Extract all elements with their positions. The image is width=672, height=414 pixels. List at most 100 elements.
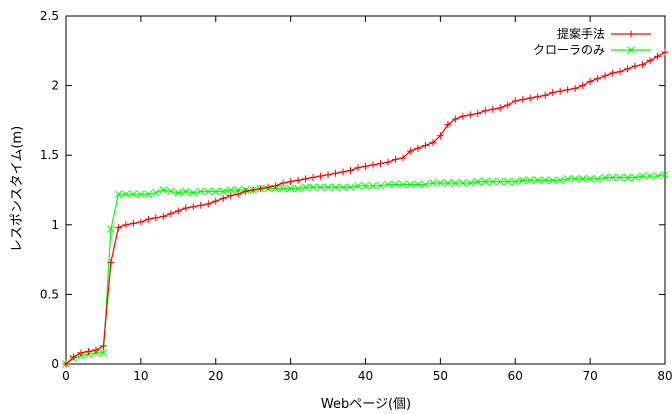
data-point xyxy=(249,186,257,194)
data-point xyxy=(511,177,520,186)
y-tick-label: 2 xyxy=(51,79,59,93)
data-point xyxy=(257,185,265,193)
data-point xyxy=(473,177,482,186)
data-point xyxy=(219,194,227,202)
data-point xyxy=(414,144,422,152)
data-point xyxy=(129,219,137,227)
y-tick-label: 0 xyxy=(51,357,59,371)
data-point xyxy=(429,139,437,147)
data-point xyxy=(399,154,407,162)
data-point xyxy=(503,177,512,186)
data-point xyxy=(623,173,632,182)
data-point xyxy=(586,77,594,85)
data-point xyxy=(279,184,287,193)
data-point xyxy=(384,180,392,189)
data-point xyxy=(608,173,617,182)
data-point xyxy=(287,178,295,186)
x-axis-ticks: 0 10 20 30 40 50 60 70 80 xyxy=(62,16,672,383)
data-point xyxy=(69,353,77,361)
data-point xyxy=(481,107,489,115)
data-point xyxy=(324,171,332,179)
data-point xyxy=(496,177,505,186)
data-point xyxy=(406,147,414,155)
data-point xyxy=(474,109,482,117)
data-point xyxy=(451,179,460,187)
data-point xyxy=(279,179,287,187)
data-point xyxy=(504,101,512,109)
data-point xyxy=(646,172,654,180)
data-point xyxy=(212,197,220,205)
y-tick-label: 0.5 xyxy=(40,287,59,301)
series-line xyxy=(65,51,666,365)
data-point xyxy=(114,190,123,199)
data-point xyxy=(339,168,347,176)
data-point xyxy=(638,172,647,180)
data-point xyxy=(151,188,160,197)
data-point xyxy=(234,186,243,194)
data-point xyxy=(331,183,340,192)
data-point xyxy=(556,176,565,185)
data-point xyxy=(526,176,535,185)
data-point xyxy=(317,172,325,180)
data-point xyxy=(77,349,85,357)
legend-label: クローラのみ xyxy=(533,43,605,57)
data-point xyxy=(196,187,205,196)
data-point xyxy=(294,176,302,184)
data-point xyxy=(586,175,594,183)
data-point xyxy=(137,190,145,199)
data-point xyxy=(174,207,182,215)
data-point xyxy=(631,173,639,182)
plot-frame xyxy=(65,15,666,365)
data-point xyxy=(354,181,362,190)
data-point xyxy=(174,188,183,197)
data-point xyxy=(219,187,228,196)
legend-label: 提案手法 xyxy=(557,26,605,41)
data-point xyxy=(489,105,497,113)
data-point xyxy=(182,204,190,212)
x-tick-label: 0 xyxy=(62,369,70,383)
x-tick-label: 60 xyxy=(508,369,523,383)
data-point xyxy=(376,181,385,190)
data-point xyxy=(391,155,399,163)
series-layer xyxy=(62,48,669,368)
data-point xyxy=(361,181,370,190)
series-line xyxy=(65,174,666,365)
data-point xyxy=(661,48,669,56)
data-point xyxy=(152,214,160,222)
x-tick-label: 10 xyxy=(133,369,148,383)
x-tick-label: 40 xyxy=(358,369,373,383)
data-point xyxy=(189,203,197,211)
data-point xyxy=(646,57,654,65)
series-crawler-only xyxy=(62,170,669,368)
data-point xyxy=(84,347,92,355)
data-point xyxy=(444,179,452,187)
data-point xyxy=(309,183,317,192)
data-point xyxy=(376,160,384,168)
data-point xyxy=(466,179,475,187)
data-point xyxy=(518,176,527,185)
data-point xyxy=(533,176,542,185)
data-point xyxy=(167,210,175,218)
data-point xyxy=(563,175,572,183)
data-point xyxy=(609,69,617,77)
y-tick-label: 2.5 xyxy=(40,9,59,23)
data-point xyxy=(654,52,662,60)
data-point xyxy=(272,182,280,190)
data-point xyxy=(362,162,369,170)
data-point xyxy=(99,342,107,350)
data-point xyxy=(159,186,168,194)
data-point xyxy=(211,187,220,196)
y-axis-ticks: 0 0.5 1 1.5 2 2.5 xyxy=(40,9,665,371)
data-point xyxy=(564,86,572,94)
data-point xyxy=(601,72,609,80)
data-point xyxy=(144,190,153,199)
data-point xyxy=(302,175,310,183)
data-point xyxy=(661,170,669,179)
data-point xyxy=(541,176,550,185)
data-point xyxy=(332,169,340,177)
data-point xyxy=(166,187,175,196)
data-point xyxy=(122,190,130,199)
x-axis-label: Webページ(個) xyxy=(321,397,411,412)
